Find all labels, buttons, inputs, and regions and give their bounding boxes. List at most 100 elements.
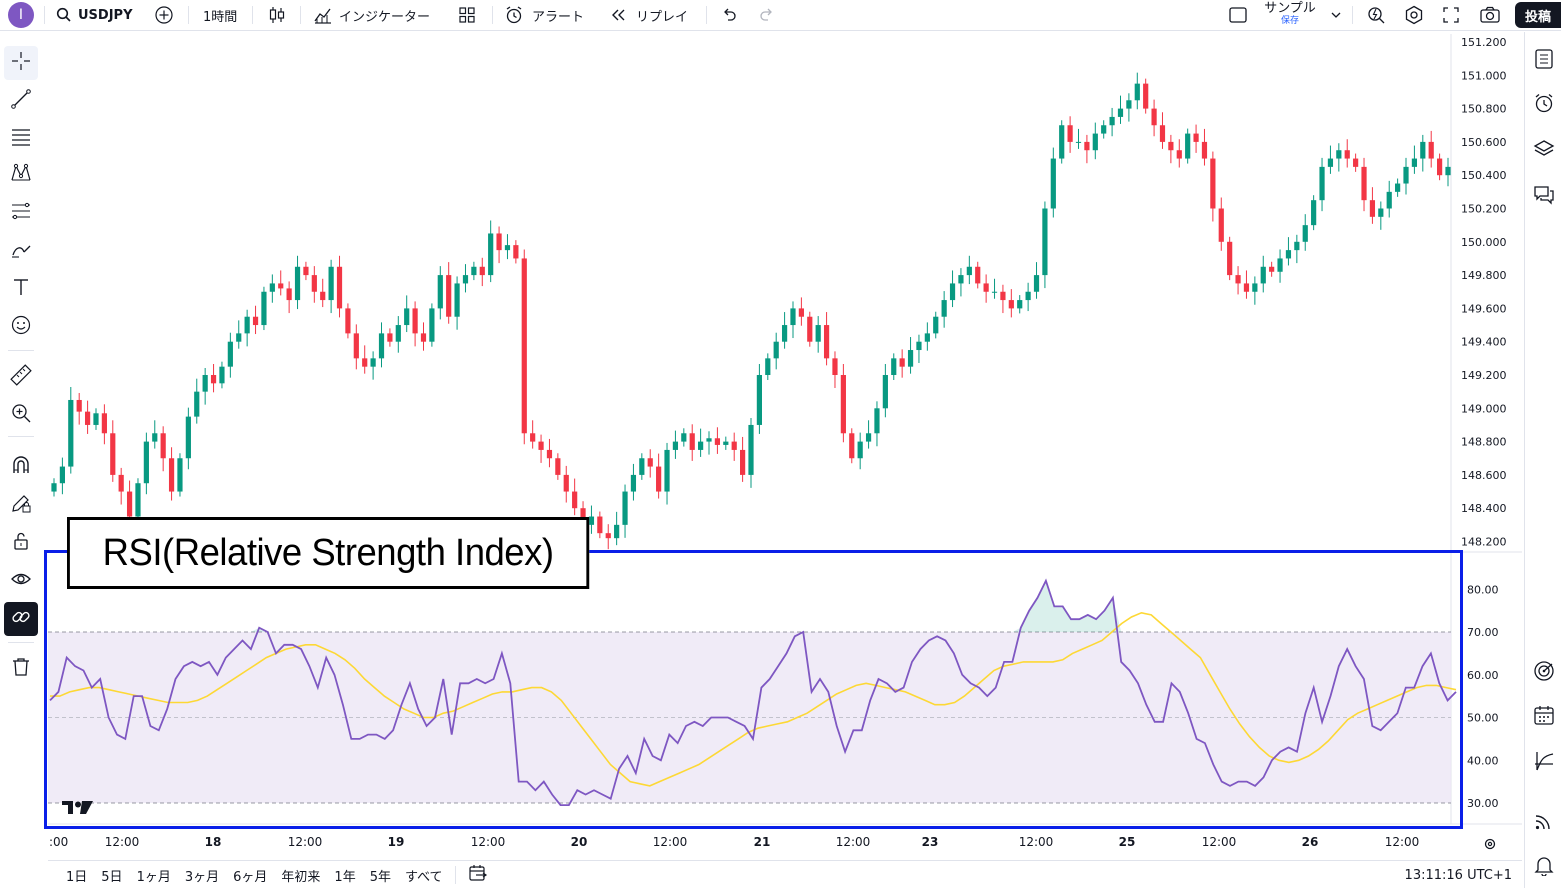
candle-body	[798, 308, 804, 317]
rsi-ma-line	[50, 611, 1457, 787]
candle-body	[664, 449, 670, 492]
alerts-panel-button[interactable]	[1531, 92, 1557, 118]
unlock-icon	[10, 530, 32, 556]
price-chart[interactable]: 151.200 151.000 150.800 150.600 150.400 150.2…	[48, 34, 1522, 860]
candle-body	[546, 449, 553, 459]
ideas-button[interactable]	[1531, 660, 1557, 686]
candle-body	[1227, 241, 1233, 276]
candle-body	[530, 433, 536, 442]
magnet-tool[interactable]	[4, 450, 38, 484]
fib-tool[interactable]	[4, 122, 38, 156]
chats-button[interactable]	[1531, 184, 1557, 210]
symbol-search-button[interactable]: USDJPY	[56, 0, 133, 30]
range-button[interactable]: 1ヶ月	[136, 869, 171, 885]
broadcast-button[interactable]	[1531, 810, 1557, 836]
time-axis[interactable]: :00 12:00 18 12:00 19 12:00 20 12:00 21 12:00 23 12…	[49, 835, 1419, 849]
candle-body	[336, 266, 343, 309]
notifications-button[interactable]	[1531, 854, 1557, 880]
tool-separator	[8, 350, 34, 351]
range-button[interactable]: 5日	[101, 869, 123, 885]
candle-body	[404, 308, 410, 326]
settings-button[interactable]	[1404, 0, 1424, 30]
candle-body	[1252, 283, 1258, 292]
chart-type-button[interactable]	[267, 0, 287, 30]
candle-body	[126, 491, 133, 517]
sync-drawings-tool[interactable]	[4, 602, 38, 636]
time-tick-label: :00	[49, 835, 68, 849]
candle-body	[59, 466, 65, 484]
range-button[interactable]: 年初来	[281, 869, 321, 885]
snapshot-button[interactable]	[1479, 0, 1501, 30]
calendar-button[interactable]	[1531, 704, 1557, 730]
layout-name-button[interactable]: サンプル 保存	[1260, 1, 1320, 29]
zoom-tool[interactable]	[4, 398, 38, 432]
range-button[interactable]: 6ヶ月	[233, 869, 268, 885]
stay-drawing-tool[interactable]	[4, 488, 38, 522]
range-button[interactable]: 5年	[369, 869, 391, 885]
candle-body	[639, 458, 645, 475]
candle-body	[933, 316, 939, 334]
indicators-button[interactable]: インジケーター	[313, 0, 430, 30]
alarm-icon	[504, 5, 524, 25]
candle-body	[958, 275, 964, 284]
trash-icon	[10, 656, 32, 682]
watchlist-button[interactable]	[1531, 48, 1557, 74]
candle-body	[1176, 150, 1182, 159]
pine-editor-button[interactable]	[1531, 750, 1557, 776]
alert-button[interactable]: アラート	[504, 0, 584, 30]
gear-icon	[1404, 5, 1424, 25]
candle-body	[227, 341, 233, 367]
pattern-tool[interactable]	[4, 158, 38, 192]
fullscreen-button[interactable]	[1441, 0, 1461, 30]
clock-timezone[interactable]: 13:11:16 UTC+1	[1404, 867, 1512, 883]
candle-body	[647, 458, 653, 467]
range-button[interactable]: 1日	[66, 869, 88, 885]
bell-icon	[1533, 854, 1555, 880]
rsi-axis[interactable]: 80.00 70.00 60.00 50.00 40.00 30.00	[1467, 583, 1499, 810]
search-icon	[56, 7, 72, 23]
indicators-icon	[313, 5, 333, 25]
post-button[interactable]: 投稿	[1515, 2, 1561, 28]
layout-dropdown[interactable]	[1330, 0, 1342, 30]
candle-body	[1378, 208, 1384, 217]
price-axis[interactable]: 151.200 151.000 150.800 150.600 150.400 150.2…	[1461, 36, 1507, 549]
user-avatar[interactable]: I	[8, 2, 34, 28]
candle-body	[101, 413, 107, 434]
goto-date-button[interactable]	[468, 864, 488, 886]
replay-button[interactable]: リプレイ	[610, 0, 688, 30]
interval-button[interactable]: 1時間	[203, 0, 237, 30]
candle-body	[1210, 158, 1216, 209]
candle-body	[899, 358, 905, 367]
measure-tool[interactable]	[4, 360, 38, 394]
link-icon	[10, 606, 32, 632]
crosshair-tool[interactable]	[4, 46, 38, 80]
undo-button[interactable]	[720, 0, 738, 30]
indicators-label: インジケーター	[339, 9, 431, 25]
templates-button[interactable]	[458, 0, 476, 30]
candle-body	[202, 375, 208, 392]
lock-drawings-tool[interactable]	[4, 526, 38, 560]
compare-button[interactable]	[154, 0, 174, 30]
brush-tool[interactable]	[4, 234, 38, 268]
layout-button[interactable]	[1228, 0, 1248, 30]
candle-body	[454, 283, 460, 317]
quick-search-button[interactable]	[1366, 0, 1386, 30]
time-axis-settings-button[interactable]	[1484, 838, 1496, 850]
range-button[interactable]: すべて	[404, 869, 443, 885]
price-tick-label: 148.600	[1461, 469, 1507, 482]
range-button[interactable]: 1年	[334, 869, 356, 885]
hide-drawings-tool[interactable]	[4, 564, 38, 598]
forecast-tool[interactable]	[4, 196, 38, 230]
candle-body	[345, 308, 351, 334]
object-tree-button[interactable]	[1531, 138, 1557, 164]
redo-icon	[758, 6, 776, 24]
candle-body	[429, 308, 435, 342]
range-button[interactable]: 3ヶ月	[184, 869, 220, 885]
smiley-icon	[10, 314, 32, 340]
remove-drawings-tool[interactable]	[4, 652, 38, 686]
candle-body	[907, 350, 914, 367]
emoji-tool[interactable]	[4, 310, 38, 344]
text-tool[interactable]	[4, 272, 38, 306]
trend-line-tool[interactable]	[4, 84, 38, 118]
redo-button[interactable]	[758, 0, 776, 30]
